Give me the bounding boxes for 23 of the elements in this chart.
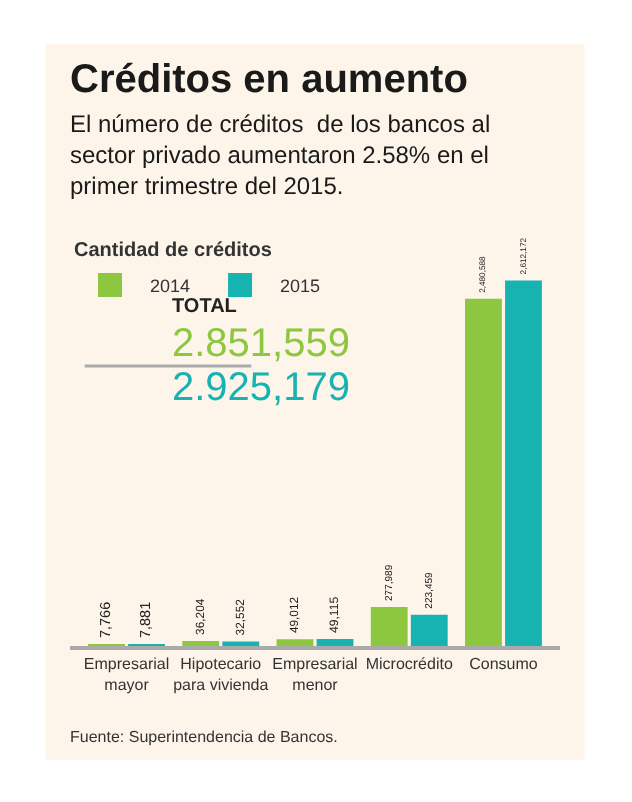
annotation: TOTAL (172, 296, 237, 318)
legend-label: 2015 (280, 276, 321, 297)
annotation: 2.925,179 (172, 366, 350, 410)
legend-label: 2014 (150, 276, 191, 297)
x-tick-label: Hipotecario para vivienda (173, 655, 270, 694)
bar (505, 280, 542, 646)
bar (465, 298, 502, 646)
annotation: 2.851,559 (172, 322, 350, 366)
source-note: Fuente: Superintendencia de Bancos. (70, 728, 338, 746)
chart-subtitle: El número de créditos de los bancos al sector privado aumentaron 2.58% en el primer trimestre del 2015. (70, 110, 491, 201)
chart-title: Créditos en aumento (70, 58, 468, 102)
bar (316, 639, 354, 646)
bar (182, 640, 220, 646)
bar (276, 639, 314, 646)
data-label: 7,881 (136, 601, 155, 638)
x-tick-label: Empresarial mayor (83, 655, 170, 694)
legend-title: Cantidad de créditos (74, 240, 273, 262)
data-label: 7,766 (96, 601, 115, 638)
x-tick-label: Microcrédito (365, 655, 454, 674)
x-tick-label: Consumo (469, 655, 539, 674)
x-tick-label: Empresarial menor (272, 655, 359, 694)
bar (410, 614, 448, 646)
bar (370, 607, 408, 646)
